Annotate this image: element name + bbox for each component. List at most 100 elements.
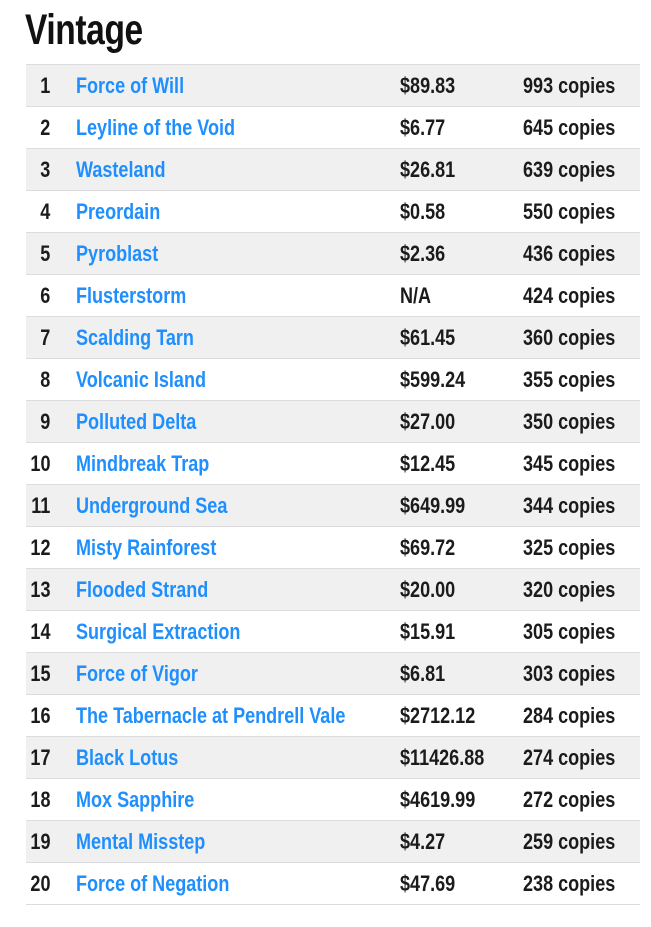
card-name-cell: Force of Negation — [50, 871, 400, 897]
card-name-cell: Leyline of the Void — [50, 115, 400, 141]
rank-cell: 10 — [26, 451, 50, 477]
table-row: 12 Misty Rainforest $69.72 325 copies — [26, 527, 640, 569]
price-label: $61.45 — [400, 324, 456, 350]
card-link[interactable]: Leyline of the Void — [76, 114, 236, 140]
copies-label: 320 copies — [523, 576, 616, 602]
card-link[interactable]: Mindbreak Trap — [76, 450, 210, 476]
rank-label: 14 — [30, 618, 51, 644]
rank-cell: 3 — [26, 157, 50, 183]
rank-label: 1 — [39, 72, 50, 98]
table-row: 15 Force of Vigor $6.81 303 copies — [26, 653, 640, 695]
card-link[interactable]: Flusterstorm — [76, 282, 187, 308]
card-name-cell: Flooded Strand — [50, 577, 400, 603]
price-label: $20.00 — [400, 576, 456, 602]
rank-cell: 1 — [26, 73, 50, 99]
rank-label: 7 — [39, 324, 50, 350]
price-cell: $12.45 — [400, 451, 523, 477]
card-link[interactable]: Mox Sapphire — [76, 786, 195, 812]
card-name-cell: Preordain — [50, 199, 400, 225]
table-row: 19 Mental Misstep $4.27 259 copies — [26, 821, 640, 863]
card-name-cell: Flusterstorm — [50, 283, 400, 309]
card-link[interactable]: Wasteland — [76, 156, 166, 182]
price-cell: $4.27 — [400, 829, 523, 855]
price-cell: $2712.12 — [400, 703, 523, 729]
rank-label: 2 — [39, 114, 50, 140]
table-row: 2 Leyline of the Void $6.77 645 copies — [26, 107, 640, 149]
card-name-cell: Polluted Delta — [50, 409, 400, 435]
price-label: $27.00 — [400, 408, 456, 434]
copies-cell: 360 copies — [523, 325, 640, 351]
card-link[interactable]: Polluted Delta — [76, 408, 197, 434]
card-link[interactable]: Preordain — [76, 198, 161, 224]
rank-cell: 15 — [26, 661, 50, 687]
copies-cell: 284 copies — [523, 703, 640, 729]
table-row: 18 Mox Sapphire $4619.99 272 copies — [26, 779, 640, 821]
card-name-cell: Wasteland — [50, 157, 400, 183]
rank-label: 20 — [30, 870, 51, 896]
price-cell: $89.83 — [400, 73, 523, 99]
copies-label: 424 copies — [523, 282, 616, 308]
copies-label: 993 copies — [523, 72, 616, 98]
price-cell: $599.24 — [400, 367, 523, 393]
copies-label: 345 copies — [523, 450, 616, 476]
copies-label: 284 copies — [523, 702, 616, 728]
card-link[interactable]: Surgical Extraction — [76, 618, 241, 644]
card-link[interactable]: Force of Will — [76, 72, 185, 98]
card-name-cell: The Tabernacle at Pendrell Vale — [50, 703, 400, 729]
card-link[interactable]: Flooded Strand — [76, 576, 209, 602]
price-label: $0.58 — [400, 198, 446, 224]
price-label: $2.36 — [400, 240, 446, 266]
card-name-cell: Scalding Tarn — [50, 325, 400, 351]
copies-label: 550 copies — [523, 198, 616, 224]
copies-cell: 355 copies — [523, 367, 640, 393]
card-name-cell: Misty Rainforest — [50, 535, 400, 561]
card-link[interactable]: Mental Misstep — [76, 828, 206, 854]
copies-cell: 238 copies — [523, 871, 640, 897]
card-name-cell: Pyroblast — [50, 241, 400, 267]
price-cell: $4619.99 — [400, 787, 523, 813]
price-label: $599.24 — [400, 366, 466, 392]
price-label: N/A — [400, 282, 432, 308]
card-link[interactable]: Misty Rainforest — [76, 534, 217, 560]
copies-label: 639 copies — [523, 156, 616, 182]
copies-cell: 344 copies — [523, 493, 640, 519]
copies-cell: 350 copies — [523, 409, 640, 435]
copies-cell: 993 copies — [523, 73, 640, 99]
rank-label: 16 — [30, 702, 51, 728]
price-cell: $20.00 — [400, 577, 523, 603]
copies-cell: 259 copies — [523, 829, 640, 855]
price-label: $26.81 — [400, 156, 456, 182]
card-name-cell: Mental Misstep — [50, 829, 400, 855]
price-cell: $26.81 — [400, 157, 523, 183]
table-row: 13 Flooded Strand $20.00 320 copies — [26, 569, 640, 611]
price-cell: N/A — [400, 283, 523, 309]
table-row: 4 Preordain $0.58 550 copies — [26, 191, 640, 233]
card-link[interactable]: Scalding Tarn — [76, 324, 194, 350]
price-cell: $69.72 — [400, 535, 523, 561]
price-label: $649.99 — [400, 492, 466, 518]
rank-label: 15 — [30, 660, 51, 686]
rank-label: 13 — [30, 576, 51, 602]
card-link[interactable]: Force of Vigor — [76, 660, 198, 686]
copies-label: 360 copies — [523, 324, 616, 350]
card-link[interactable]: The Tabernacle at Pendrell Vale — [76, 702, 346, 728]
card-link[interactable]: Black Lotus — [76, 744, 179, 770]
price-label: $89.83 — [400, 72, 456, 98]
copies-cell: 424 copies — [523, 283, 640, 309]
rank-label: 10 — [30, 450, 51, 476]
card-name-cell: Mindbreak Trap — [50, 451, 400, 477]
card-link[interactable]: Pyroblast — [76, 240, 159, 266]
copies-cell: 272 copies — [523, 787, 640, 813]
card-link[interactable]: Volcanic Island — [76, 366, 207, 392]
copies-cell: 274 copies — [523, 745, 640, 771]
rank-label: 6 — [39, 282, 50, 308]
price-label: $6.81 — [400, 660, 446, 686]
card-link[interactable]: Underground Sea — [76, 492, 228, 518]
card-link[interactable]: Force of Negation — [76, 870, 230, 896]
rank-cell: 13 — [26, 577, 50, 603]
table-row: 1 Force of Will $89.83 993 copies — [26, 65, 640, 107]
rank-cell: 9 — [26, 409, 50, 435]
copies-label: 355 copies — [523, 366, 616, 392]
table-row: 11 Underground Sea $649.99 344 copies — [26, 485, 640, 527]
table-row: 9 Polluted Delta $27.00 350 copies — [26, 401, 640, 443]
